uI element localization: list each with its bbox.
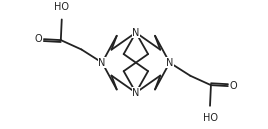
Text: N: N	[166, 58, 173, 68]
Text: O: O	[229, 81, 237, 91]
Text: N: N	[132, 88, 140, 98]
Text: HO: HO	[203, 113, 218, 123]
Text: HO: HO	[54, 2, 69, 12]
Text: O: O	[35, 34, 43, 44]
Text: N: N	[132, 28, 140, 38]
Text: N: N	[98, 58, 106, 68]
